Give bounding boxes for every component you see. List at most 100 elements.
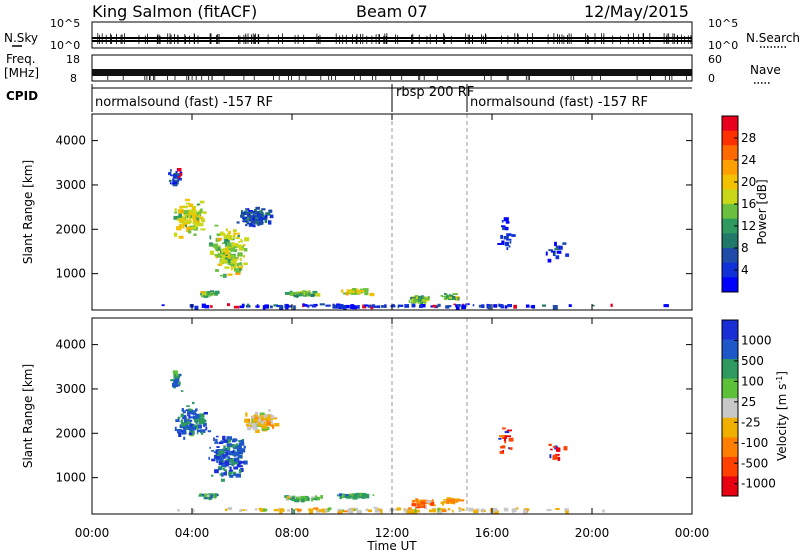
velocity-echo-cell: [199, 413, 205, 418]
power-echo-cell: [255, 217, 258, 220]
velocity-echo-cell: [411, 503, 417, 507]
velocity-echo-cell: [437, 509, 443, 514]
velocity-echo-cell: [244, 418, 249, 423]
velocity-echo-cell: [367, 509, 372, 513]
velocity-echo-cell: [183, 416, 187, 421]
power-echo-cell: [309, 304, 312, 307]
power-echo-cell: [182, 217, 187, 222]
power-echo-cell: [455, 304, 459, 308]
power-echo-cell: [557, 245, 563, 250]
velocity-echo-cell: [552, 446, 556, 448]
velocity-echo-cell: [499, 450, 505, 454]
power-echo-cell: [210, 305, 213, 308]
power-echo-cell: [542, 304, 547, 307]
velocity-panel: 1000 2000 3000 4000 Slant Range [km]: [21, 317, 693, 515]
power-echo-cell: [555, 245, 560, 249]
power-echo-cell: [437, 303, 441, 307]
power-echo-cell: [548, 249, 554, 251]
velocity-echo-cell: [226, 436, 232, 441]
velocity-echo-cell: [181, 414, 187, 417]
power-echo-cell: [243, 248, 248, 252]
velocity-echo-cell: [222, 453, 225, 457]
cpid-panel: CPID normalsound (fast) -157 RF rbsp 200…: [6, 84, 692, 112]
velocity-echo-cell: [214, 469, 219, 474]
velocity-echo-cell: [261, 426, 267, 429]
power-echo-cell: [417, 297, 422, 302]
power-echo-cell: [245, 224, 248, 227]
power-colorbar-tick-label: 8: [741, 241, 749, 255]
velocity-ytick-label: 3000: [55, 382, 86, 396]
power-echo-cell: [257, 222, 262, 226]
velocity-echo-cell: [361, 493, 367, 497]
power-echo-cell: [233, 235, 236, 239]
velocity-echo-cell: [245, 412, 248, 417]
power-echo-cell: [230, 253, 233, 256]
power-echo-cell: [448, 296, 453, 299]
power-echo-cell: [207, 291, 210, 295]
power-echo-cell: [307, 304, 310, 308]
velocity-echo-cell: [235, 473, 241, 478]
cpid-label: CPID: [6, 89, 38, 103]
velocity-echo-cell: [181, 431, 187, 435]
power-echo-cell: [345, 304, 350, 309]
power-echo-cell: [233, 232, 236, 236]
velocity-echo-cell: [273, 417, 278, 420]
velocity-colorbar-swatch: [722, 476, 738, 497]
velocity-echo-cell: [180, 419, 184, 424]
power-echo-cell: [177, 218, 179, 222]
power-echo-cell: [290, 292, 294, 295]
power-echo-cell: [241, 210, 243, 213]
velocity-echo-cell: [502, 427, 506, 430]
velocity-echo-cell: [188, 424, 191, 429]
power-echo-cell: [547, 258, 552, 263]
velocity-echo-cell: [175, 383, 181, 387]
power-echo-cell: [219, 274, 226, 277]
power-echo-cell: [215, 237, 218, 243]
velocity-echo-cell: [222, 467, 225, 471]
velocity-echo-cell: [175, 380, 179, 383]
power-echo-cell: [246, 214, 251, 217]
time-axis: 00:00 04:00 08:00 12:00 16:00 20:00 00:00: [75, 526, 710, 540]
power-echo-cell: [357, 305, 360, 309]
power-echo-cell: [440, 295, 443, 297]
power-echo-cell: [212, 243, 219, 248]
power-echo-cell: [506, 233, 512, 237]
velocity-echo-cell: [227, 452, 231, 456]
power-echo-cell: [312, 290, 318, 296]
velocity-echo-cell: [229, 458, 235, 463]
velocity-echo-cell: [229, 450, 232, 456]
power-echo-cell: [173, 232, 178, 237]
velocity-echo-cell: [556, 447, 561, 452]
power-echo-cell: [220, 259, 224, 264]
velocity-echo-cell: [515, 507, 519, 510]
velocity-echo-cell: [287, 497, 292, 500]
power-echo-cell: [262, 215, 268, 221]
velocity-echo-cell: [508, 447, 510, 449]
velocity-echo-cell: [252, 419, 255, 424]
velocity-echo-cell: [211, 458, 216, 462]
velocity-echo-cell: [272, 424, 275, 429]
power-echo-cell: [493, 304, 498, 308]
velocity-echo-cell: [263, 423, 268, 427]
power-echo-cell: [350, 304, 355, 309]
power-echo-cell: [414, 295, 419, 297]
power-echo-cell: [227, 258, 231, 263]
power-colorbar-label: Power [dB]: [755, 179, 769, 244]
power-echo-cell: [199, 216, 204, 220]
power-echo-cell: [343, 292, 349, 295]
velocity-echo-cell: [188, 414, 191, 419]
velocity-echo-cell: [280, 508, 283, 511]
power-colorbar-tick-label: 12: [741, 219, 756, 233]
power-echo-cell: [404, 304, 410, 308]
power-echo-cell: [185, 223, 187, 228]
freq-label: Freq.: [6, 52, 36, 66]
power-echo-cell: [410, 296, 413, 300]
velocity-echo-cell: [468, 507, 474, 512]
velocity-echo-cell: [499, 435, 505, 438]
nsearch-label: N.Search: [746, 31, 800, 45]
velocity-echo-cell: [180, 413, 184, 418]
power-echo-cell: [552, 305, 558, 310]
velocity-echo-cell: [199, 418, 205, 420]
velocity-echo-cell: [509, 447, 513, 450]
velocity-echo-cell: [414, 509, 420, 513]
